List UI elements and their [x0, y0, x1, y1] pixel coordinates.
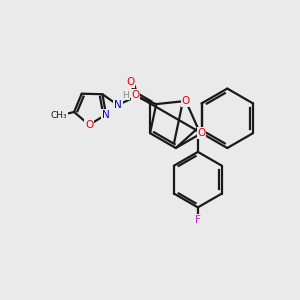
Text: O: O — [182, 96, 190, 106]
Text: CH₃: CH₃ — [50, 111, 67, 120]
Text: O: O — [131, 90, 140, 100]
Text: N: N — [114, 100, 122, 110]
Text: H: H — [122, 91, 129, 100]
Text: O: O — [126, 77, 134, 87]
Text: O: O — [197, 128, 206, 138]
Text: F: F — [195, 215, 201, 225]
Text: O: O — [85, 120, 93, 130]
Text: N: N — [102, 110, 110, 120]
